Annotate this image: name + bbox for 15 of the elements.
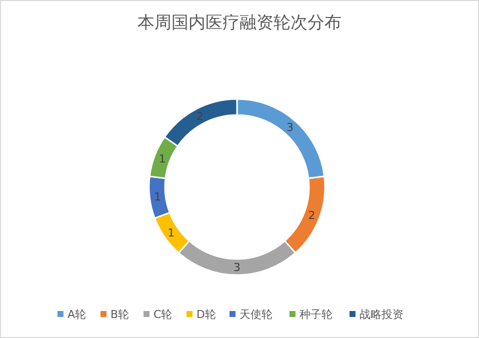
- data-label: 2: [196, 110, 204, 124]
- chart-title: 本周国内医疗融资轮次分布: [138, 13, 342, 33]
- data-label: 3: [286, 120, 294, 134]
- data-label: 3: [234, 260, 240, 274]
- legend-label: D轮: [196, 308, 216, 321]
- data-label: 1: [154, 190, 162, 204]
- legend-label: C轮: [154, 308, 172, 321]
- legend-label: 战略投资: [360, 308, 404, 321]
- legend-label: 种子轮: [300, 308, 332, 321]
- data-label: 1: [158, 152, 166, 166]
- legend-label: A轮: [68, 308, 86, 321]
- legend-label: B轮: [110, 308, 130, 321]
- legend-label: 天使轮: [240, 308, 272, 321]
- data-label: 1: [168, 226, 175, 240]
- data-label: 2: [308, 209, 316, 222]
